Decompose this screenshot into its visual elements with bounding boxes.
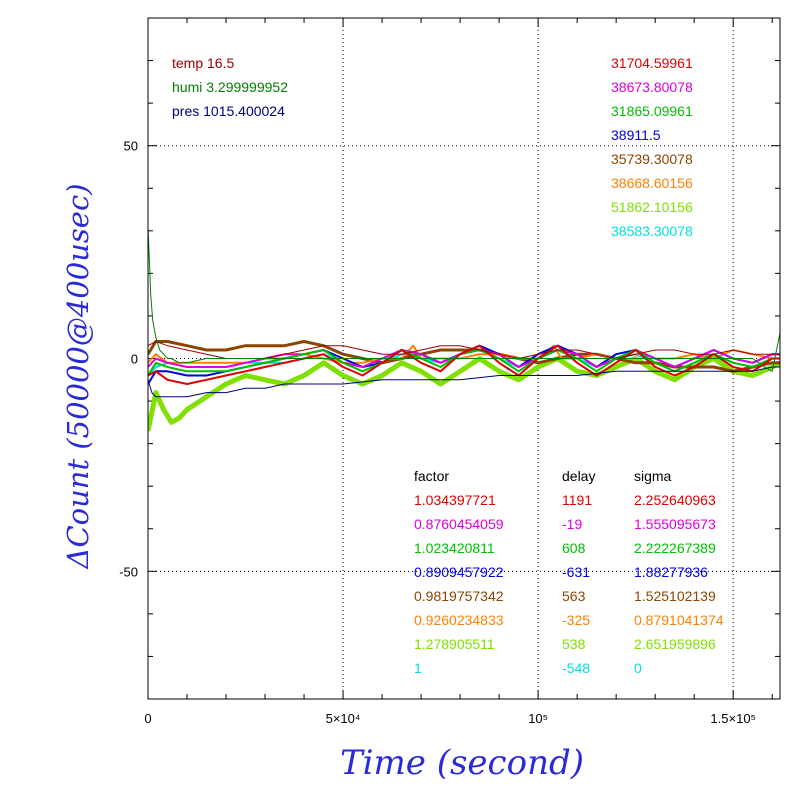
count-label: 35739.30078	[611, 151, 693, 167]
data-series	[148, 226, 780, 432]
x-tick-label: 1.5×10⁵	[710, 711, 756, 726]
table-header-sigma: sigma	[634, 468, 672, 484]
table-cell-sigma: 0.8791041374	[634, 612, 724, 628]
table-cell-factor: 0.8909457922	[414, 564, 504, 580]
x-tick-label: 10⁵	[528, 711, 548, 726]
series-line	[148, 226, 780, 372]
table-cell-sigma: 2.222267389	[634, 540, 716, 556]
table-cell-delay: -19	[562, 516, 582, 532]
table-cell-delay: 538	[562, 636, 586, 652]
table-cell-sigma: 1.88277936	[634, 564, 708, 580]
count-label: 38673.80078	[611, 79, 693, 95]
table-cell-factor: 1.034397721	[414, 492, 496, 508]
series-line	[148, 344, 780, 385]
count-label: 31865.09961	[611, 103, 693, 119]
plot-frame	[147, 17, 781, 700]
table-cell-delay: -325	[562, 612, 590, 628]
x-tick-label: 0	[144, 711, 151, 726]
series-line	[148, 340, 780, 373]
table-cell-delay: 1191	[562, 492, 592, 508]
table-cell-factor: 1.023420811	[414, 540, 495, 556]
count-label: 38911.5	[611, 127, 661, 143]
table-cell-sigma: 1.525102139	[634, 588, 716, 604]
y-tick-label: -50	[119, 564, 138, 579]
count-label: 38668.60156	[611, 175, 693, 191]
table-cell-factor: 0.8760454059	[414, 516, 504, 532]
x-tick-label: 5×10⁴	[326, 711, 361, 726]
env-label: temp 16.5	[172, 55, 234, 71]
count-label: 31704.59961	[611, 55, 693, 71]
tick-labels: 0 5×10⁴ 10⁵ 1.5×10⁵ 50 0 -50	[119, 139, 756, 726]
environment-labels: temp 16.5 humi 3.299999952 pres 1015.400…	[172, 55, 288, 119]
table-cell-sigma: 0	[634, 660, 642, 676]
table-cell-delay: -548	[562, 660, 590, 676]
series-line	[148, 366, 780, 398]
table-header-factor: factor	[414, 468, 449, 484]
table-cell-sigma: 2.651959896	[634, 636, 716, 652]
series-line	[148, 356, 780, 432]
table-rows: 1.034397721 1191 2.252640963 0.8760454059 -1…	[414, 492, 724, 676]
table-header-delay: delay	[562, 468, 595, 484]
count-label: 38583.30078	[611, 223, 693, 239]
table-cell-factor: 1	[414, 660, 422, 676]
table-cell-sigma: 1.555095673	[634, 516, 716, 532]
y-tick-label: 0	[131, 352, 138, 367]
env-label: humi 3.299999952	[172, 79, 288, 95]
table-cell-factor: 0.9819757342	[414, 588, 504, 604]
count-labels: 31704.59961 38673.80078 31865.09961 3891…	[611, 55, 693, 239]
table-cell-factor: 1.278905511	[414, 636, 495, 652]
x-axis-label: Time (second)	[340, 743, 584, 783]
env-label: pres 1015.400024	[172, 103, 285, 119]
table-cell-factor: 0.9260234833	[414, 612, 504, 628]
table-cell-delay: -631	[562, 564, 590, 580]
table-cell-delay: 608	[562, 540, 586, 556]
count-label: 51862.10156	[611, 199, 693, 215]
stats-table: factor delay sigma 1.034397721 1191 2.2526…	[414, 468, 724, 676]
y-axis-label: ΔCount (50000@400usec)	[61, 183, 95, 569]
y-tick-label: 50	[124, 139, 138, 154]
table-cell-delay: 563	[562, 588, 586, 604]
table-cell-sigma: 2.252640963	[634, 492, 716, 508]
